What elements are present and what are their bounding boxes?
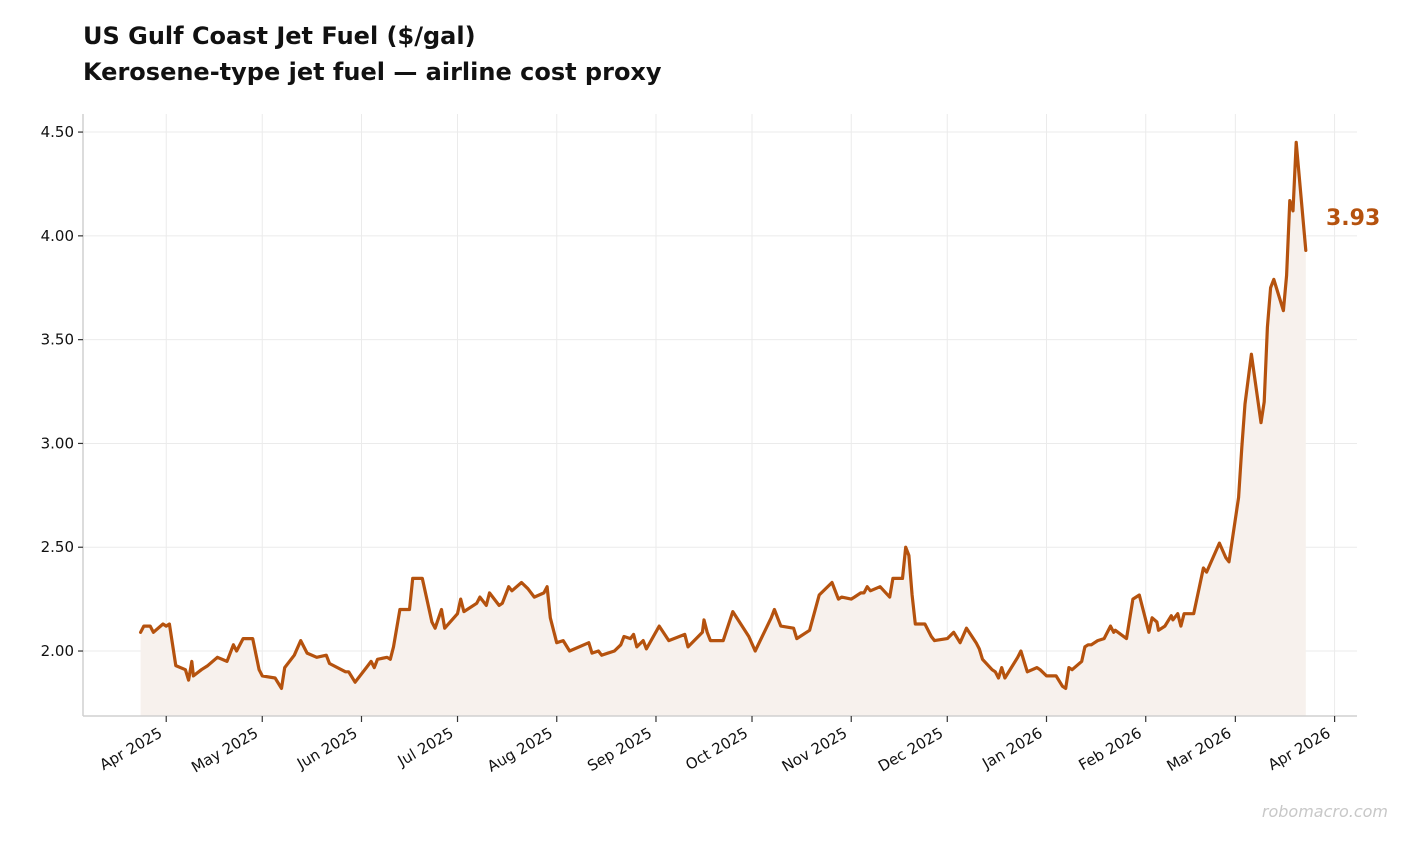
y-axis-ticks: 2.00 2.50 3.00 3.50 4.00 4.50 [41, 123, 83, 660]
x-axis-ticks: Apr 2025 May 2025 Jun 2025 Jul 2025 Aug 2025… [97, 716, 1336, 777]
x-tick-label: Jan 2026 [978, 724, 1045, 773]
chart-title: US Gulf Coast Jet Fuel ($/gal) [83, 22, 476, 50]
x-tick-label: Nov 2025 [779, 724, 851, 776]
x-tick-label: Sep 2025 [584, 724, 655, 775]
x-tick-label: Jun 2025 [293, 724, 360, 773]
x-tick-label: Jul 2025 [394, 724, 457, 771]
x-tick-label: Dec 2025 [875, 724, 946, 776]
y-tick-label: 3.00 [41, 434, 74, 452]
y-tick-label: 4.50 [41, 123, 74, 141]
x-tick-label: May 2025 [188, 724, 261, 777]
x-tick-label: Apr 2025 [97, 724, 166, 774]
series-area-fill [140, 142, 1306, 716]
x-tick-label: Aug 2025 [484, 724, 556, 776]
x-tick-label: Apr 2026 [1265, 724, 1334, 774]
x-tick-label: Mar 2026 [1164, 724, 1235, 775]
series-line [139, 140, 1308, 691]
y-tick-label: 3.50 [41, 331, 74, 349]
y-tick-label: 4.00 [41, 227, 74, 245]
x-tick-label: Oct 2025 [682, 724, 751, 774]
y-tick-label: 2.00 [41, 642, 74, 660]
x-tick-label: Feb 2026 [1076, 724, 1145, 774]
watermark: robomacro.com [1261, 802, 1388, 821]
axes [82, 114, 1357, 717]
chart-subtitle: Kerosene-type jet fuel — airline cost pr… [83, 58, 662, 86]
last-value-label: 3.93 [1326, 206, 1380, 231]
y-tick-label: 2.50 [41, 538, 74, 556]
